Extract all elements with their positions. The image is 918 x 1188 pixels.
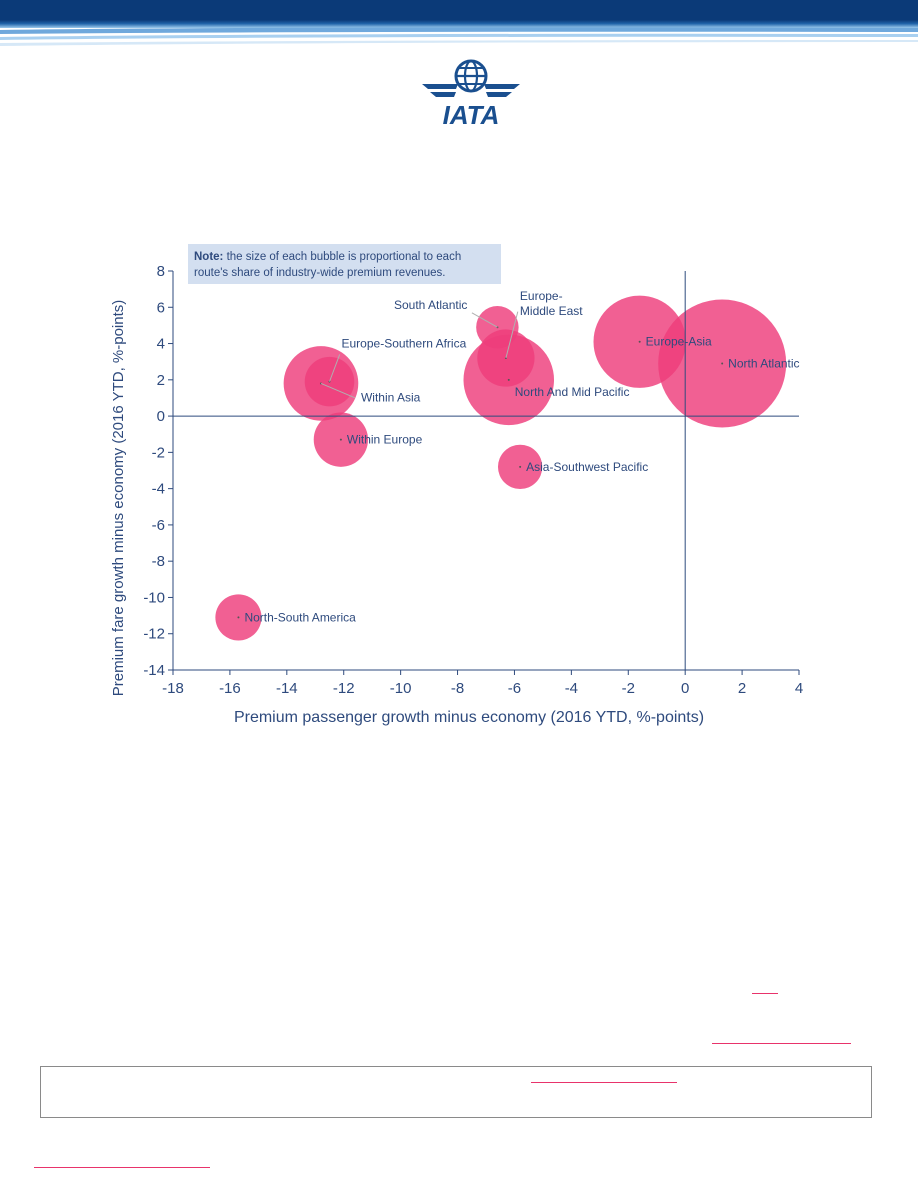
x-tick-label: 4 <box>795 680 803 697</box>
point-marker-asia-southwest-pacific <box>519 465 522 468</box>
point-label-south-atlantic: South Atlantic <box>394 298 467 312</box>
iata-logo: IATA <box>418 56 524 130</box>
x-axis-title: Premium passenger growth minus economy (… <box>234 709 704 726</box>
y-tick-label: 4 <box>157 336 165 353</box>
leader-line-europe-southern-africa <box>329 354 341 382</box>
y-tick-label: -12 <box>143 626 165 643</box>
chart-note-line1: the size of each bubble is proportional … <box>223 251 461 263</box>
x-tick-label: -12 <box>333 680 355 697</box>
link-underline-1[interactable] <box>752 993 778 994</box>
chart-note: Note: the size of each bubble is proport… <box>194 251 461 263</box>
x-tick-label: -8 <box>451 680 464 697</box>
x-tick-label: -16 <box>219 680 241 697</box>
logo-text: IATA <box>443 100 500 128</box>
y-tick-label: -4 <box>152 481 165 498</box>
chart-note-box <box>188 244 501 284</box>
x-tick-label: 0 <box>681 680 689 697</box>
x-tick-label: -14 <box>276 680 298 697</box>
y-tick-label: -10 <box>143 589 165 606</box>
point-marker-north-south-america <box>237 616 240 619</box>
y-tick-label: 2 <box>157 372 165 389</box>
axes-layer: -18 -16 -14 -12 -10 -8 -6 -4 -2 0 2 4 8 6 4 2 0 -2 -4 -6 -8 -… <box>143 263 803 697</box>
x-tick-label: -2 <box>622 680 635 697</box>
point-label-asia-southwest-pacific: Asia-Southwest Pacific <box>526 460 648 474</box>
chart-svg: Note: the size of each bubble is proport… <box>110 244 803 726</box>
point-labels-layer: North Atlantic Europe-Asia North And Mid P… <box>237 289 800 624</box>
link-underline-2[interactable] <box>712 1043 851 1044</box>
point-marker-europe-asia <box>638 340 641 343</box>
x-tick-label: 2 <box>738 680 746 697</box>
leader-line-europe-middle-east <box>505 311 519 359</box>
point-label-within-europe: Within Europe <box>347 433 423 447</box>
leader-line-south-atlantic <box>471 312 498 328</box>
x-tick-label: -4 <box>565 680 578 697</box>
x-tick-label: -6 <box>508 680 521 697</box>
y-tick-label: -2 <box>152 444 165 461</box>
point-label-north-atlantic: North Atlantic <box>728 356 799 370</box>
point-label-north-and-mid-pacific: North And Mid Pacific <box>515 385 630 399</box>
y-tick-label: 6 <box>157 299 165 316</box>
x-tick-label: -18 <box>162 680 184 697</box>
bubble-chart: Note: the size of each bubble is proport… <box>0 230 918 730</box>
leader-line-within-asia <box>320 382 356 399</box>
y-tick-label: 0 <box>157 408 165 425</box>
point-label-within-asia: Within Asia <box>361 390 421 404</box>
y-tick-label: -14 <box>143 662 165 679</box>
point-label-europe-asia: Europe-Asia <box>646 335 712 349</box>
y-axis-title: Premium fare growth minus economy (2016 … <box>110 300 127 697</box>
info-box-link-underline[interactable] <box>531 1082 677 1083</box>
chart-note-line2: route's share of industry-wide premium r… <box>194 267 445 279</box>
point-marker-within-europe <box>339 438 342 441</box>
y-tick-label: 8 <box>157 263 165 280</box>
chart-note-bold: Note: <box>194 251 223 263</box>
point-label-europe-middle-east: Europe-Middle East <box>520 289 583 318</box>
info-box <box>40 1066 872 1118</box>
y-tick-label: -8 <box>152 553 165 570</box>
header-band <box>0 0 918 46</box>
point-label-north-south-america: North-South America <box>244 610 356 624</box>
link-underline-3[interactable] <box>34 1167 210 1168</box>
point-marker-north-and-mid-pacific <box>507 378 510 381</box>
point-marker-north-atlantic <box>721 362 724 365</box>
x-tick-label: -10 <box>390 680 412 697</box>
point-label-europe-southern-africa: Europe-Southern Africa <box>342 337 467 351</box>
y-tick-label: -6 <box>152 517 165 534</box>
